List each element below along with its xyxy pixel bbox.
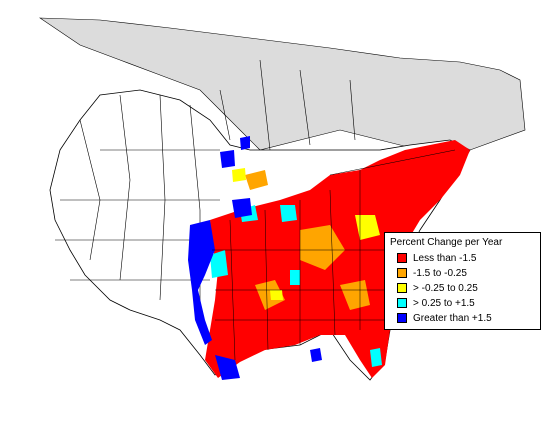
legend-swatch (397, 253, 407, 263)
region-increase-moderate (210, 250, 228, 278)
legend-swatch (397, 298, 407, 308)
region-stable (232, 168, 246, 182)
legend-label: > 0.25 to +1.5 (413, 297, 475, 309)
legend-item: -1.5 to -0.25 (397, 267, 467, 279)
legend-swatch (397, 268, 407, 278)
region-decline-moderate (300, 225, 345, 270)
legend-swatch (397, 283, 407, 293)
legend-item: > 0.25 to +1.5 (397, 297, 475, 309)
region-decline-strong (205, 140, 470, 378)
legend-label: Greater than +1.5 (413, 312, 492, 324)
legend-label: > -0.25 to 0.25 (413, 282, 478, 294)
legend-label: Less than -1.5 (413, 252, 477, 264)
region-increase-strong (188, 220, 215, 345)
legend-title: Percent Change per Year (390, 237, 503, 248)
legend-swatch (397, 313, 407, 323)
legend-item: Greater than +1.5 (397, 312, 492, 324)
legend: Percent Change per Year Less than -1.5 -… (384, 232, 541, 330)
legend-label: -1.5 to -0.25 (413, 267, 467, 279)
legend-item: Less than -1.5 (397, 252, 476, 264)
trend-regions (188, 136, 470, 380)
legend-item: > -0.25 to 0.25 (397, 282, 478, 294)
internal-borders (212, 149, 456, 361)
